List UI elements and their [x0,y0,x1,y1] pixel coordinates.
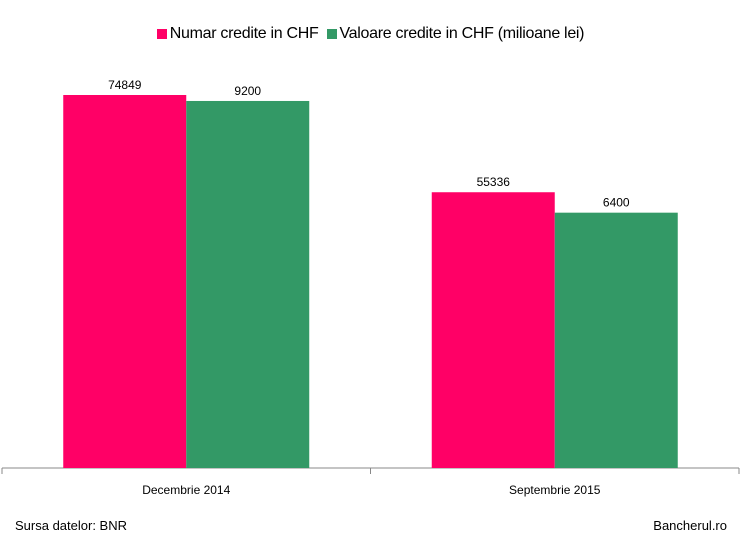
bar-1-1 [63,95,187,468]
bar-1-2 [431,192,555,469]
x-tick-label: Septembrie 2015 [509,483,601,497]
legend-label-series-1: Numar credite in CHF [169,25,319,42]
chart-legend: Numar credite in CHF Valoare credite in … [0,25,741,43]
legend-item-series-1: Numar credite in CHF [156,25,319,43]
data-label: 6400 [603,196,630,210]
legend-item-series-2: Valoare credite in CHF (milioane lei) [326,25,585,43]
data-label: 9200 [234,84,261,98]
brand-label: Bancherul.ro [653,518,727,533]
source-note: Sursa datelor: BNR [15,518,127,533]
x-tick-label: Decembrie 2014 [142,483,230,497]
data-label: 74849 [108,78,142,92]
bar-2-2 [554,212,678,468]
legend-swatch-series-2 [326,29,337,39]
legend-label-series-2: Valoare credite in CHF (milioane lei) [339,25,585,42]
bar-2-1 [186,100,310,468]
data-label: 55336 [477,175,511,189]
legend-swatch-series-1 [156,29,167,39]
